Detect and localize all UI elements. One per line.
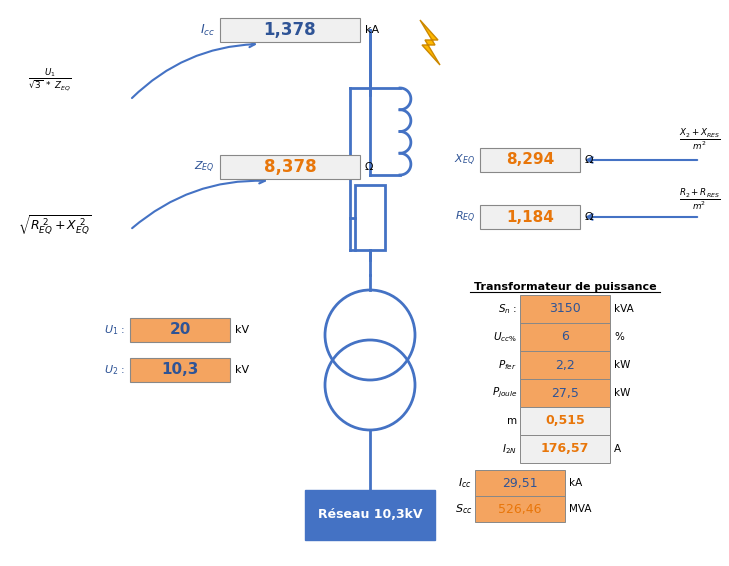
Text: $X_{EQ}$: $X_{EQ}$: [454, 152, 475, 168]
Text: $\frac{X_2+X_{RES}}{m^2}$: $\frac{X_2+X_{RES}}{m^2}$: [679, 127, 721, 152]
Text: Ω: Ω: [585, 212, 593, 222]
FancyBboxPatch shape: [520, 323, 610, 351]
Text: $U_2$ :: $U_2$ :: [104, 363, 125, 377]
Text: Transformateur de puissance: Transformateur de puissance: [474, 282, 656, 292]
Text: $U_1$ :: $U_1$ :: [104, 323, 125, 337]
Text: $I_{2N}$: $I_{2N}$: [502, 442, 517, 456]
Text: 8,378: 8,378: [264, 158, 316, 176]
FancyBboxPatch shape: [130, 318, 230, 342]
Text: kW: kW: [614, 360, 631, 370]
FancyBboxPatch shape: [520, 407, 610, 435]
Text: $U_{cc\%}$: $U_{cc\%}$: [493, 330, 517, 344]
Text: $\frac{U_1}{\sqrt{3}\ *\ Z_{EQ}}$: $\frac{U_1}{\sqrt{3}\ *\ Z_{EQ}}$: [28, 67, 72, 93]
Text: kV: kV: [235, 325, 249, 335]
Text: 20: 20: [169, 323, 191, 337]
FancyBboxPatch shape: [130, 358, 230, 382]
Text: 2,2: 2,2: [555, 358, 575, 371]
FancyBboxPatch shape: [520, 379, 610, 407]
FancyBboxPatch shape: [480, 205, 580, 229]
Text: $Z_{EQ}$: $Z_{EQ}$: [195, 160, 215, 174]
Text: Ω: Ω: [585, 155, 593, 165]
Text: kVA: kVA: [614, 304, 634, 314]
Text: $I_{cc}$: $I_{cc}$: [459, 476, 472, 490]
Text: $S_n$ :: $S_n$ :: [498, 302, 517, 316]
Text: $P_{fer}$: $P_{fer}$: [499, 358, 517, 372]
Text: $\sqrt{R_{EQ}^{\ 2}+X_{EQ}^{\ 2}}$: $\sqrt{R_{EQ}^{\ 2}+X_{EQ}^{\ 2}}$: [18, 213, 92, 237]
Text: $\frac{R_2+R_{RES}}{m^2}$: $\frac{R_2+R_{RES}}{m^2}$: [679, 187, 721, 212]
Text: MVA: MVA: [569, 504, 591, 514]
FancyBboxPatch shape: [480, 148, 580, 172]
Text: Ω: Ω: [365, 162, 373, 172]
Text: kW: kW: [614, 388, 631, 398]
Text: $P_{joule}$: $P_{joule}$: [491, 386, 517, 400]
Text: kA: kA: [569, 478, 582, 488]
Text: m: m: [507, 416, 517, 426]
Text: $R_{EQ}$: $R_{EQ}$: [455, 209, 475, 225]
Text: 3150: 3150: [549, 302, 581, 315]
Text: 1,184: 1,184: [506, 209, 554, 225]
Text: %: %: [614, 332, 624, 342]
FancyBboxPatch shape: [475, 496, 565, 522]
Text: 526,46: 526,46: [498, 503, 542, 516]
FancyBboxPatch shape: [520, 351, 610, 379]
Text: kV: kV: [235, 365, 249, 375]
FancyBboxPatch shape: [475, 470, 565, 496]
Text: 176,57: 176,57: [541, 443, 589, 456]
Text: $S_{cc}$: $S_{cc}$: [454, 502, 472, 516]
FancyBboxPatch shape: [305, 490, 435, 540]
Text: 8,294: 8,294: [506, 152, 554, 168]
Text: 0,515: 0,515: [545, 414, 585, 427]
Text: 29,51: 29,51: [502, 477, 538, 490]
Text: 1,378: 1,378: [264, 21, 316, 39]
Text: 27,5: 27,5: [551, 387, 579, 400]
Circle shape: [325, 290, 415, 380]
Text: 10,3: 10,3: [161, 362, 199, 378]
Text: kA: kA: [365, 25, 379, 35]
Circle shape: [325, 340, 415, 430]
Text: $I_{cc}$: $I_{cc}$: [200, 23, 215, 37]
Text: 6: 6: [561, 331, 569, 344]
FancyBboxPatch shape: [220, 155, 360, 179]
Text: A: A: [614, 444, 621, 454]
FancyBboxPatch shape: [520, 435, 610, 463]
Bar: [355, 185, 385, 250]
Text: Réseau 10,3kV: Réseau 10,3kV: [318, 508, 422, 521]
FancyBboxPatch shape: [220, 18, 360, 42]
FancyBboxPatch shape: [520, 295, 610, 323]
Polygon shape: [420, 20, 440, 65]
